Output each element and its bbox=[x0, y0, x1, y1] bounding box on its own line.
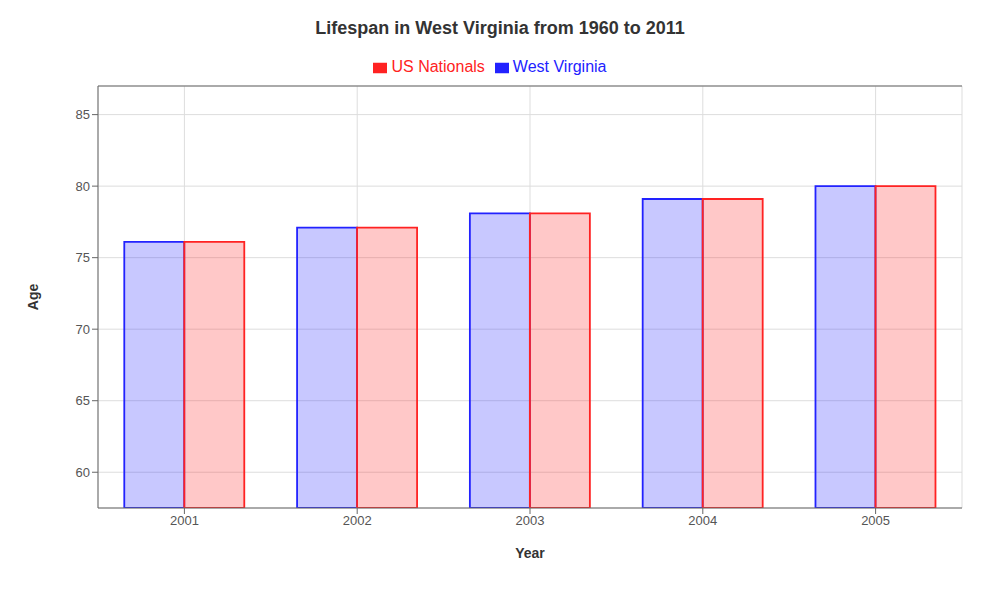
svg-text:80: 80 bbox=[76, 179, 90, 194]
svg-text:2004: 2004 bbox=[688, 513, 717, 528]
html-text:West Virginia: West Virginia bbox=[512, 58, 607, 75]
svg-text:60: 60 bbox=[76, 465, 90, 480]
html-text:Lifespan in West Virginia from: Lifespan in West Virginia from 1960 to 2… bbox=[315, 18, 685, 38]
svg-text:2001: 2001 bbox=[170, 513, 199, 528]
svg-text:Age: Age bbox=[25, 284, 41, 311]
svg-text:Year: Year bbox=[515, 545, 545, 561]
svg-text:2005: 2005 bbox=[861, 513, 890, 528]
svg-text:2003: 2003 bbox=[516, 513, 545, 528]
html-text:US Nationals: US Nationals bbox=[391, 58, 485, 75]
svg-text:2002: 2002 bbox=[343, 513, 372, 528]
svg-text:75: 75 bbox=[76, 250, 90, 265]
svg-text:85: 85 bbox=[76, 107, 90, 122]
svg-text:65: 65 bbox=[76, 393, 90, 408]
svg-text:70: 70 bbox=[76, 322, 90, 337]
